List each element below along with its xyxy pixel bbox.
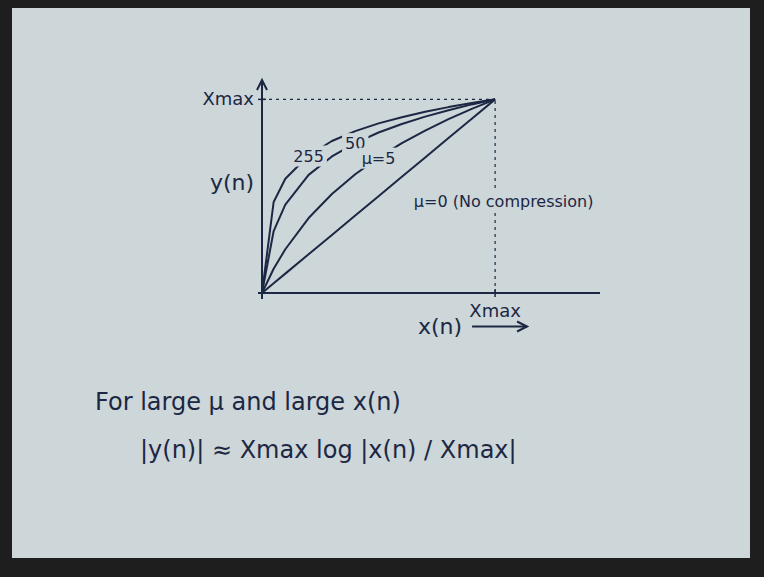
chart: 25550μ=5μ=0 (No compression)XmaxXmaxy(n)… xyxy=(0,0,764,577)
series-label: 255 xyxy=(293,147,324,166)
x-axis-title: x(n) xyxy=(418,314,462,339)
y-axis-arrow xyxy=(257,80,267,90)
y-guide-line xyxy=(262,99,495,100)
x-tick xyxy=(494,289,496,297)
x-tick-label: Xmax xyxy=(469,300,521,321)
x-title-arrowhead xyxy=(517,322,527,332)
x-title-arrow xyxy=(472,326,527,328)
label-patch xyxy=(411,191,597,212)
annotation: |y(n)| ≈ Xmax log |x(n) / Xmax| xyxy=(140,436,517,464)
series-label: μ=5 xyxy=(362,149,396,168)
label-patch xyxy=(359,148,399,169)
paper xyxy=(12,8,750,558)
y-axis xyxy=(261,80,263,299)
label-patch xyxy=(290,146,327,167)
x-axis xyxy=(258,292,600,294)
y-tick xyxy=(258,99,266,101)
annotation: For large μ and large x(n) xyxy=(95,388,401,416)
y-axis-title: y(n) xyxy=(210,170,254,195)
y-tick-label: Xmax xyxy=(202,88,254,109)
series-label: μ=0 (No compression) xyxy=(414,192,594,211)
